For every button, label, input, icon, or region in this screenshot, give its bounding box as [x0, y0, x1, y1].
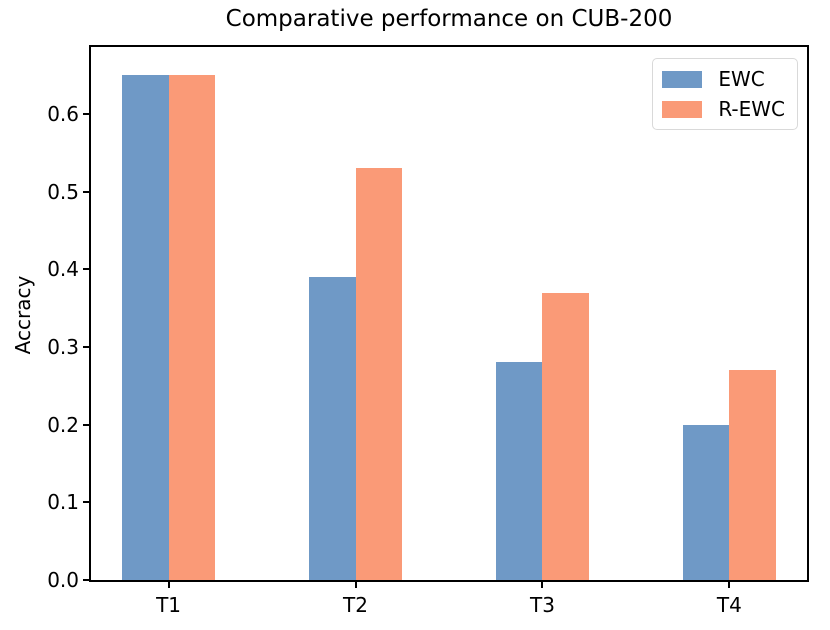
- y-tick-mark: [83, 190, 89, 193]
- legend-entry-r-ewc: R-EWC: [662, 99, 785, 119]
- chart-title: Comparative performance on CUB-200: [225, 6, 673, 32]
- bar-ewc-t4: [682, 424, 730, 580]
- x-tick-label-t1: T1: [156, 593, 182, 617]
- bar-r-ewc-t3: [542, 292, 590, 580]
- x-tick-mark: [354, 582, 357, 588]
- bar-r-ewc-t1: [168, 74, 216, 580]
- y-tick-label: 0.0: [47, 568, 79, 592]
- y-tick-mark: [83, 579, 89, 581]
- x-tick-mark: [728, 582, 731, 588]
- x-tick-mark: [541, 582, 544, 588]
- y-tick-label: 0.1: [47, 490, 79, 515]
- x-tick-mark: [167, 582, 170, 588]
- y-tick-mark: [83, 268, 89, 271]
- y-tick-mark: [83, 345, 89, 348]
- y-tick-mark: [83, 112, 89, 115]
- x-tick-label-t3: T3: [529, 593, 555, 617]
- y-tick-label: 0.5: [47, 179, 79, 204]
- plot-area: EWC R-EWC 0.0 0.1 0.2 0.3 0.4 0.5 0.6 T1 T2 T3 T4: [47, 45, 809, 616]
- bar-ewc-t1: [121, 74, 169, 580]
- y-tick-label: 0.4: [47, 257, 79, 282]
- legend-swatch-r-ewc: [662, 100, 703, 118]
- bar-r-ewc-t2: [355, 168, 403, 580]
- legend-label-ewc: EWC: [718, 67, 765, 91]
- y-tick-label: 0.3: [47, 334, 79, 359]
- legend-label-r-ewc: R-EWC: [718, 97, 785, 121]
- legend: EWC R-EWC: [652, 58, 798, 130]
- bar-r-ewc-t4: [729, 370, 777, 580]
- bar-ewc-t3: [495, 362, 543, 580]
- legend-swatch-ewc: [662, 70, 703, 88]
- y-tick-mark: [83, 501, 89, 504]
- y-tick-label: 0.6: [47, 101, 79, 126]
- x-tick-label-t2: T2: [343, 593, 368, 617]
- legend-entry-ewc: EWC: [662, 69, 785, 89]
- y-tick-mark: [83, 423, 89, 426]
- bar-ewc-t2: [308, 276, 356, 580]
- x-tick-label-t4: T4: [716, 593, 742, 617]
- y-tick-label: 0.2: [47, 412, 79, 437]
